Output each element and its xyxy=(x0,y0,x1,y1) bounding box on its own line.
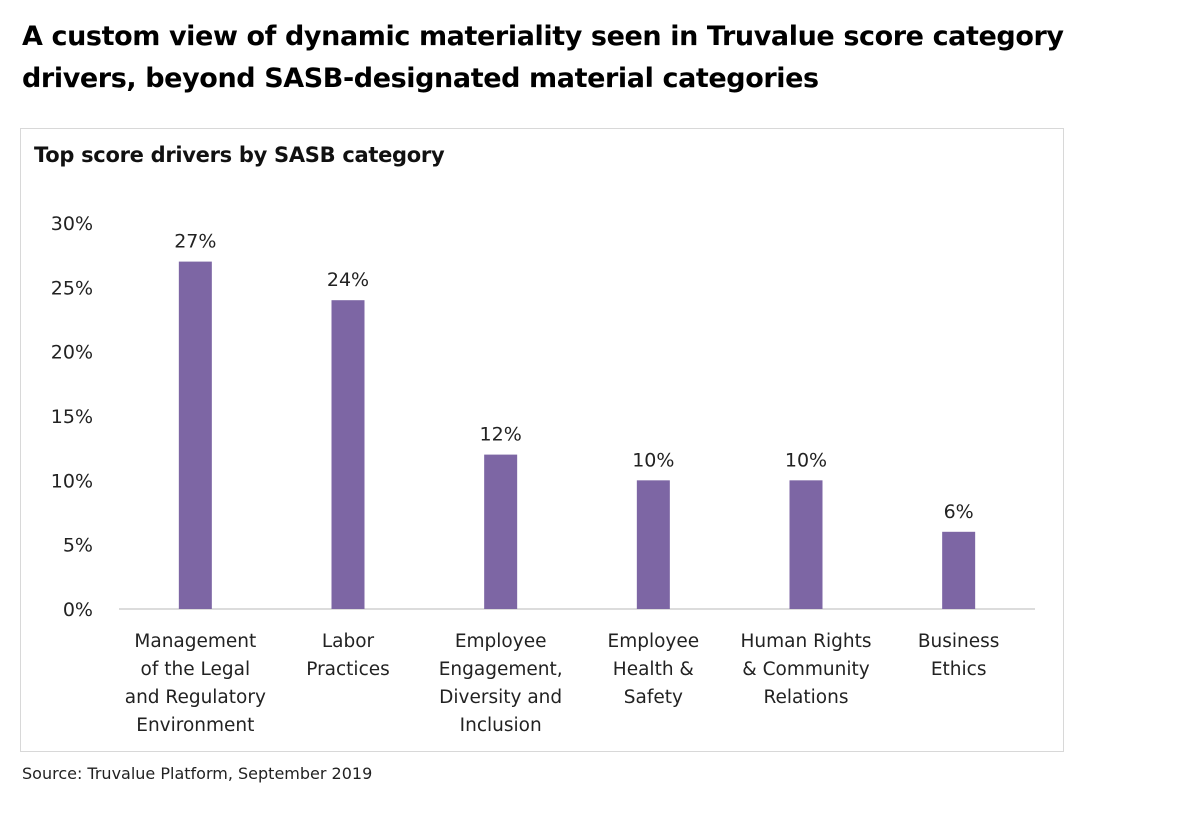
x-category-label: Employee Engagement, Diversity and Inclusio… xyxy=(439,631,563,736)
x-category-label-line: Relations xyxy=(764,687,849,708)
x-category-label-line: and Regulatory xyxy=(125,687,266,708)
x-category-label: Employee Health & Safety xyxy=(608,631,700,708)
y-tick-label: 10% xyxy=(51,470,93,492)
y-tick-label: 20% xyxy=(51,342,93,364)
x-category-label: Human Rights & Community Relations xyxy=(741,631,872,708)
value-label: 10% xyxy=(785,449,827,471)
x-category-label-line: Health & xyxy=(613,659,694,680)
value-label: 6% xyxy=(944,501,974,523)
x-category-label: Labor Practices xyxy=(306,631,390,680)
x-category-label-line: & Community xyxy=(742,659,869,680)
x-category-label-line: Human Rights xyxy=(741,631,872,652)
y-tick-label: 0% xyxy=(63,599,93,621)
chart-title: Top score drivers by SASB category xyxy=(34,143,445,167)
value-label: 27% xyxy=(174,231,216,253)
x-category-label-line: of the Legal xyxy=(141,659,251,680)
x-category-label-line: Ethics xyxy=(931,659,987,680)
y-tick-label: 15% xyxy=(51,406,93,428)
y-tick-label: 5% xyxy=(63,535,93,557)
bar-chart: 0% 5% 10% 15% 20% 25% 30% 27% Management of the L… xyxy=(51,213,1035,736)
bar-6 xyxy=(942,531,976,609)
x-category-label-line: Business xyxy=(918,631,1000,652)
x-category-label-line: Engagement, xyxy=(439,659,563,680)
x-category-label-line: Practices xyxy=(306,659,390,680)
y-tick-label: 25% xyxy=(51,277,93,299)
bar-1 xyxy=(178,261,212,609)
x-category-label-line: Employee xyxy=(608,631,700,652)
x-category-label-line: Environment xyxy=(136,715,254,736)
x-category-label-line: Employee xyxy=(455,631,547,652)
x-category-label-line: Management xyxy=(134,631,256,652)
bar-4 xyxy=(636,480,670,609)
x-category-label: Management of the Legal and Regulatory Envi… xyxy=(125,631,266,736)
bar-2 xyxy=(331,300,365,609)
chart-frame: Top score drivers by SASB category 0% 5% 1… xyxy=(20,128,1064,752)
headline: A custom view of dynamic materiality see… xyxy=(22,21,1064,94)
x-category-label-line: Safety xyxy=(624,687,683,708)
x-category-label: Business Ethics xyxy=(918,631,1000,680)
x-category-label-line: Inclusion xyxy=(460,715,542,736)
value-label: 12% xyxy=(480,424,522,446)
value-label: 10% xyxy=(632,449,674,471)
bar-5 xyxy=(789,480,823,609)
x-category-label-line: Labor xyxy=(322,631,375,652)
x-category-label-line: Diversity and xyxy=(439,687,562,708)
y-tick-label: 30% xyxy=(51,213,93,235)
value-label: 24% xyxy=(327,269,369,291)
source-note: Source: Truvalue Platform, September 201… xyxy=(22,764,373,783)
bar-3 xyxy=(484,454,518,609)
